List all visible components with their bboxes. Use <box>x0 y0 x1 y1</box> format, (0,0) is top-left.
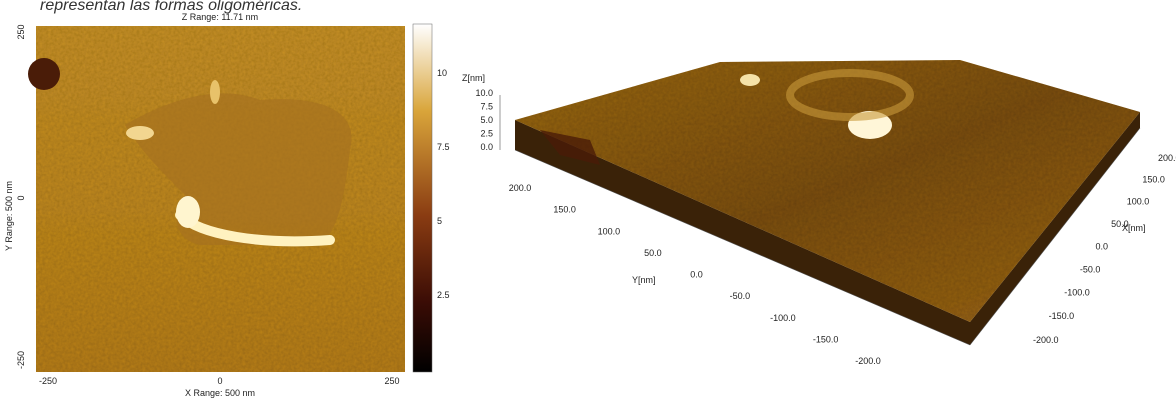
z-range: Z Range: 11.71 nm <box>182 12 258 22</box>
y-tick: -200.0 <box>855 356 881 366</box>
x-tick: 0.0 <box>1096 242 1109 252</box>
colorbar <box>413 24 432 372</box>
x-tick: 100.0 <box>1127 197 1150 207</box>
x-tick: -250 <box>39 376 57 386</box>
z-tick: 5.0 <box>480 115 493 125</box>
y-tick: -250 <box>16 351 26 369</box>
y-tick: 0.0 <box>690 270 703 280</box>
colorbar-tick: 2.5 <box>437 290 450 300</box>
x-tick: 250 <box>384 376 399 386</box>
y-tick: 150.0 <box>553 205 576 215</box>
y-label: Y Range: 500 nm <box>4 181 14 251</box>
x-tick: -200.0 <box>1033 335 1059 345</box>
z-label: Z[nm] <box>462 73 485 83</box>
colorbar-tick: 5 <box>437 216 442 226</box>
z-tick: 2.5 <box>480 129 493 139</box>
x-label: X Range: 500 nm <box>185 388 255 398</box>
y-tick: 250 <box>16 24 26 39</box>
y-tick: 200.0 <box>509 183 532 193</box>
y-tick: 100.0 <box>598 226 621 236</box>
z-tick: 0.0 <box>480 142 493 152</box>
x-tick: -150.0 <box>1049 311 1075 321</box>
colorbar-tick: 7.5 <box>437 142 450 152</box>
x-tick: -50.0 <box>1080 264 1101 274</box>
y-tick: -100.0 <box>770 313 796 323</box>
z-tick: 10.0 <box>475 88 493 98</box>
x-tick: 0 <box>217 376 222 386</box>
figure: representan las formas oligoméricas. 250… <box>0 0 1176 402</box>
y-label: Y[nm] <box>632 275 656 285</box>
z-tick: 7.5 <box>480 102 493 112</box>
y-tick: 0 <box>16 195 26 200</box>
afm-3d: 10.0 7.5 5.0 2.5 0.0 Z[nm] 200.0 150.0 100.0 50.0… <box>462 60 1176 366</box>
y-tick: -50.0 <box>730 291 751 301</box>
x-tick: 150.0 <box>1142 175 1165 185</box>
y-tick: 50.0 <box>644 248 662 258</box>
y-tick: -150.0 <box>813 334 839 344</box>
colorbar-tick: 10 <box>437 68 447 78</box>
x-tick: 200.0 <box>1158 153 1176 163</box>
caption: representan las formas oligoméricas. <box>40 0 302 14</box>
afm-2d: 250 0 -250 Y Range: 500 nm -250 0 250 X … <box>4 12 450 398</box>
x-tick: -100.0 <box>1064 288 1090 298</box>
x-label: X[nm] <box>1122 223 1146 233</box>
